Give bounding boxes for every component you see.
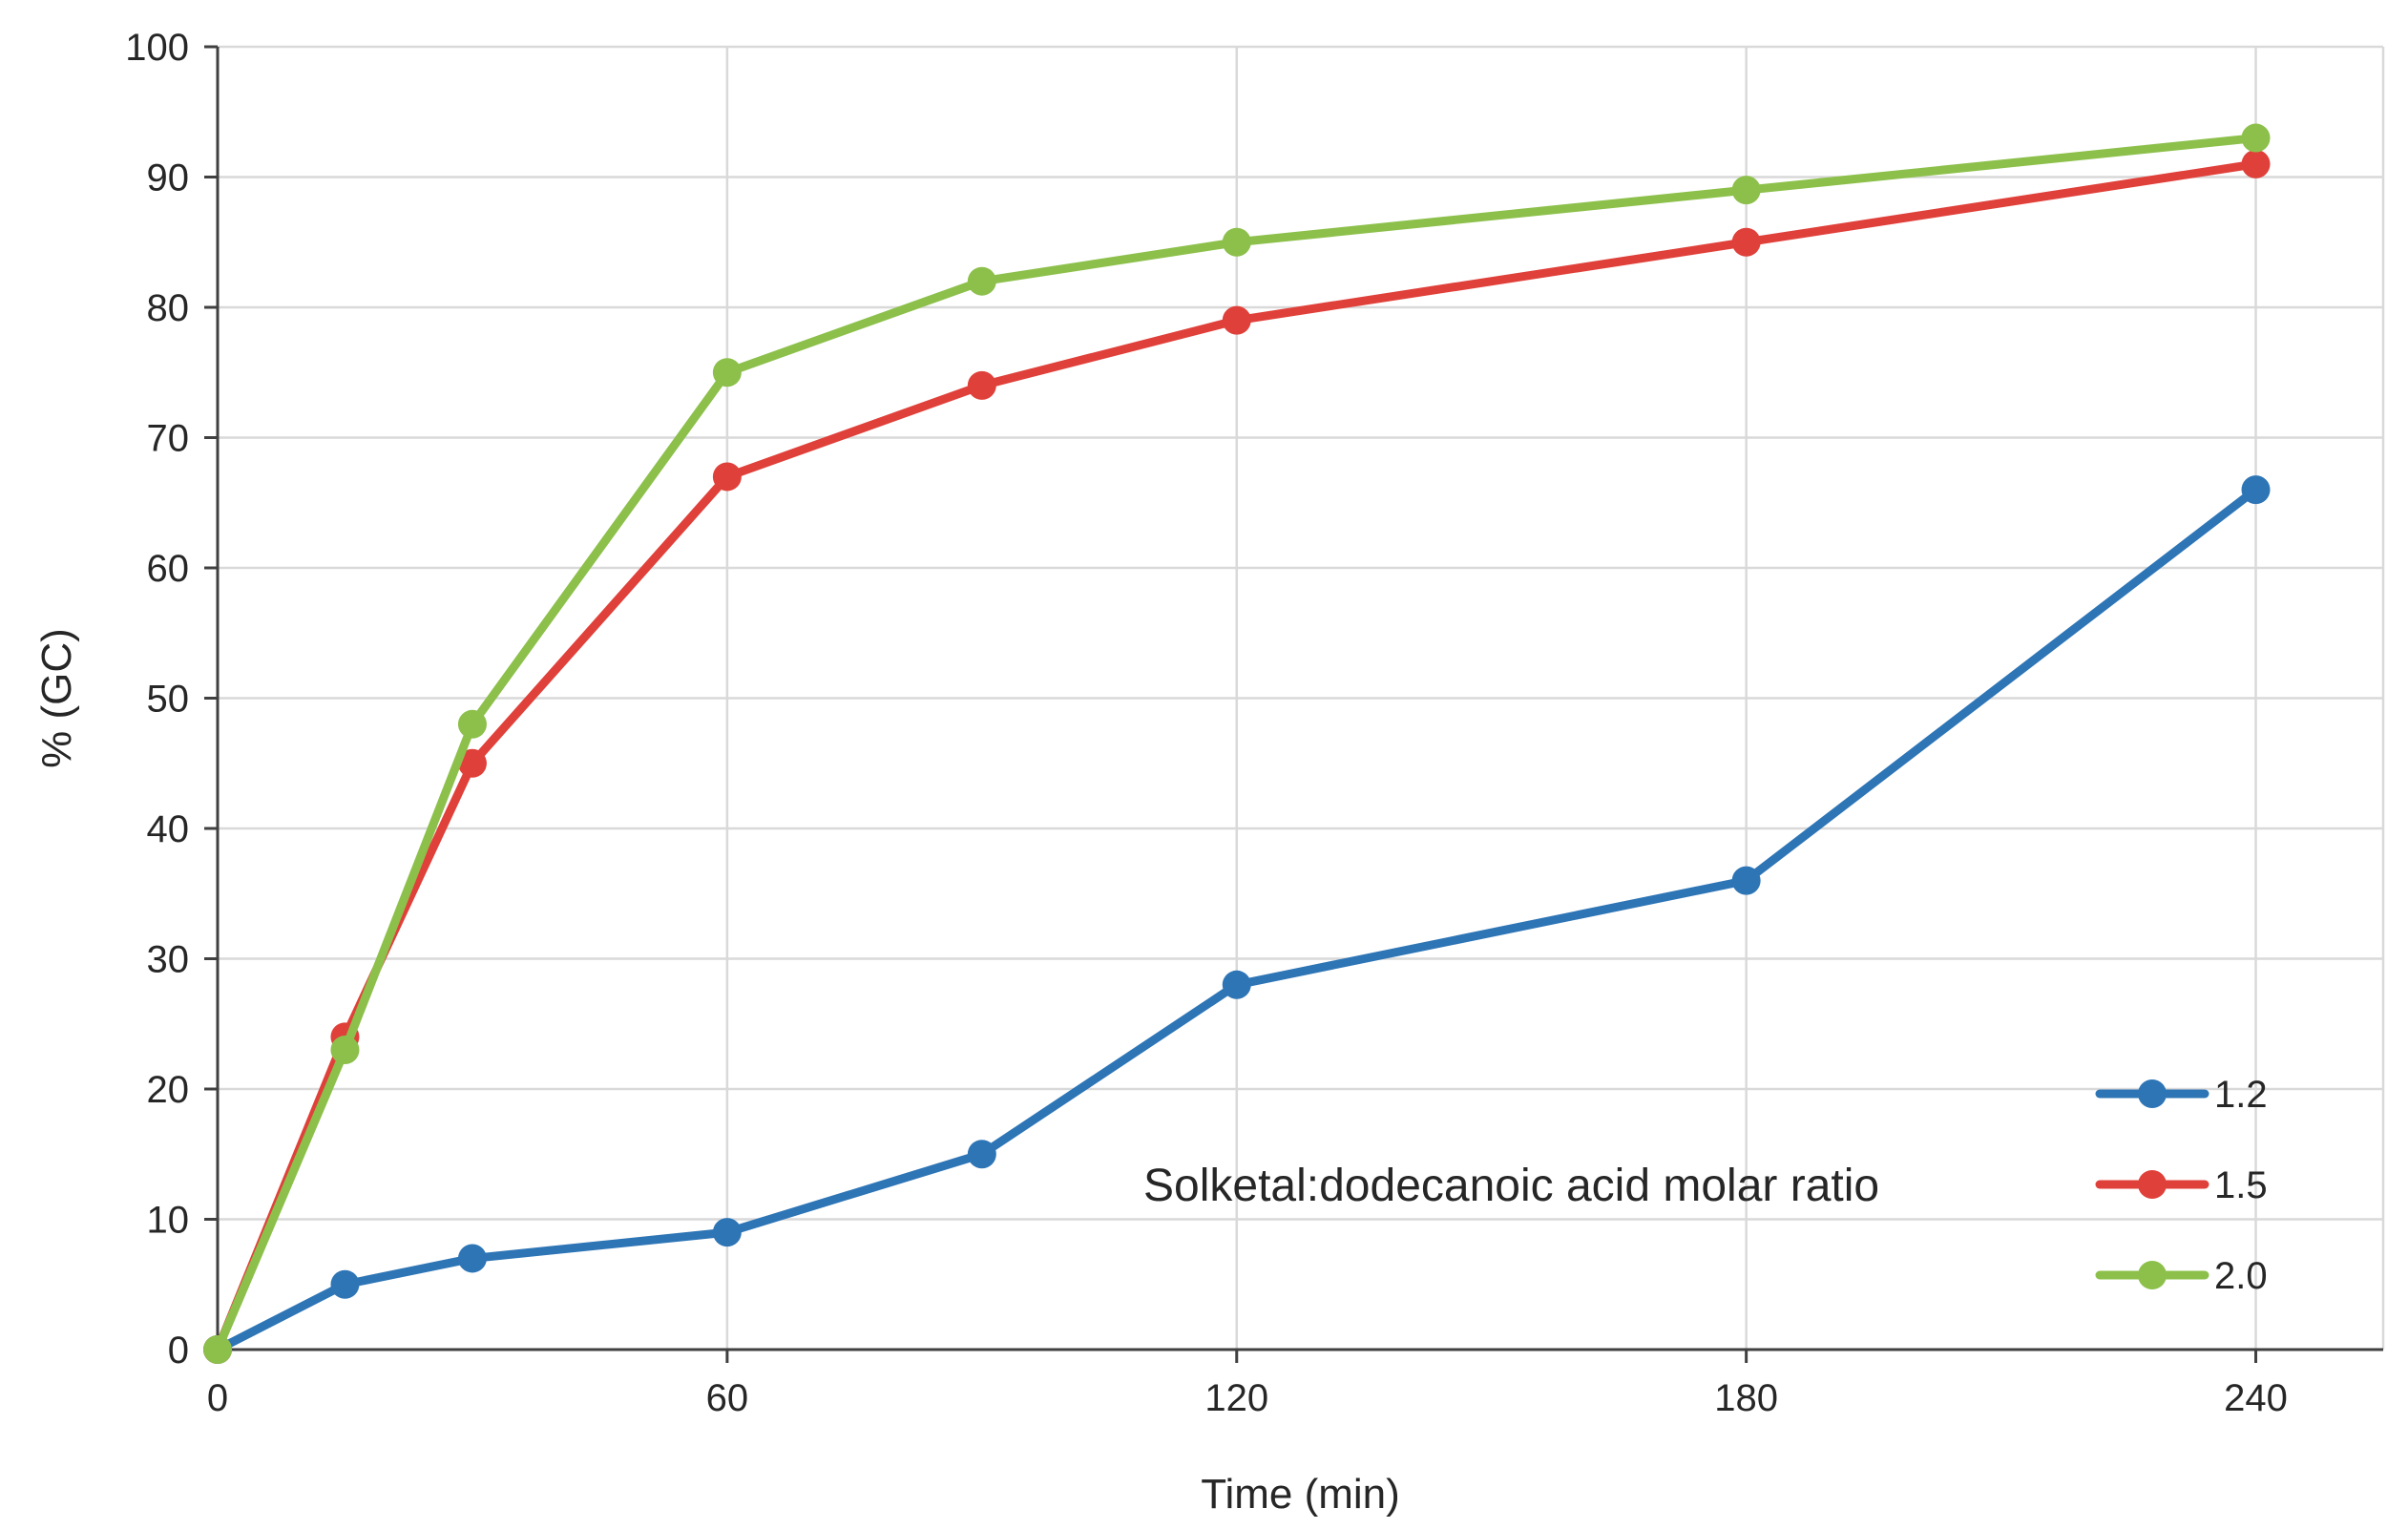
x-tick-label: 60: [706, 1377, 749, 1419]
data-point: [967, 266, 996, 296]
data-point: [1731, 866, 1761, 895]
data-point: [712, 462, 742, 492]
legend-label: 2.0: [2214, 1255, 2268, 1297]
data-point: [2241, 123, 2271, 153]
data-point: [967, 1140, 996, 1169]
data-point: [2241, 149, 2271, 178]
data-point: [330, 1269, 360, 1299]
data-point: [330, 1036, 360, 1065]
series-1.2: [203, 475, 2271, 1364]
data-point: [457, 1244, 487, 1273]
x-tick-label: 180: [1714, 1377, 1778, 1419]
series-line: [213, 485, 2261, 1354]
legend-label: 1.2: [2214, 1074, 2268, 1116]
data-point: [1731, 227, 1761, 257]
data-point: [2241, 475, 2271, 505]
y-tick-label: 20: [147, 1069, 190, 1111]
legend-swatch-marker: [2138, 1170, 2167, 1199]
y-tick-label: 30: [147, 939, 190, 981]
data-point: [712, 1218, 742, 1247]
legend-swatch-marker: [2138, 1079, 2167, 1108]
series-line: [213, 134, 2261, 1354]
grid-layer: [218, 45, 2385, 1351]
legend-label: 1.5: [2214, 1164, 2268, 1206]
y-tick-label: 50: [147, 679, 190, 721]
x-tick-label: 240: [2224, 1377, 2288, 1419]
series-2.0: [203, 123, 2271, 1364]
data-point: [457, 748, 487, 778]
data-point: [203, 1335, 232, 1364]
y-tick-label: 70: [147, 418, 190, 460]
legend-entry-1.5: 1.5: [2095, 1164, 2268, 1206]
tick-labels: 0 10 20 30 40 50 60 70 80 90 100 0 60 120 180 240: [125, 27, 2288, 1419]
y-axis-title: % (GC): [33, 628, 80, 768]
data-point: [1222, 305, 1251, 335]
y-tick-label: 0: [168, 1330, 189, 1372]
legend-entry-1.2: 1.2: [2095, 1074, 2268, 1116]
data-point: [457, 709, 487, 739]
legend: 1.2 1.5 2.0: [2095, 1074, 2268, 1297]
series-layer: [203, 123, 2271, 1364]
data-point: [1222, 227, 1251, 257]
x-tick-label: 0: [207, 1377, 228, 1419]
y-tick-label: 60: [147, 548, 190, 590]
x-axis-title: Time (min): [1201, 1471, 1400, 1518]
y-tick-label: 90: [147, 157, 190, 199]
y-tick-label: 40: [147, 808, 190, 850]
y-tick-label: 100: [125, 27, 189, 69]
x-tick-label: 120: [1204, 1377, 1268, 1419]
y-tick-label: 10: [147, 1200, 190, 1242]
data-point: [1731, 176, 1761, 205]
data-point: [712, 358, 742, 387]
chart-annotation: Solketal:dodecanoic acid molar ratio: [1143, 1161, 1879, 1211]
y-tick-label: 80: [147, 287, 190, 329]
legend-entry-2.0: 2.0: [2095, 1255, 2268, 1297]
data-point: [1222, 970, 1251, 999]
data-point: [967, 370, 996, 400]
legend-swatch-marker: [2138, 1261, 2167, 1289]
